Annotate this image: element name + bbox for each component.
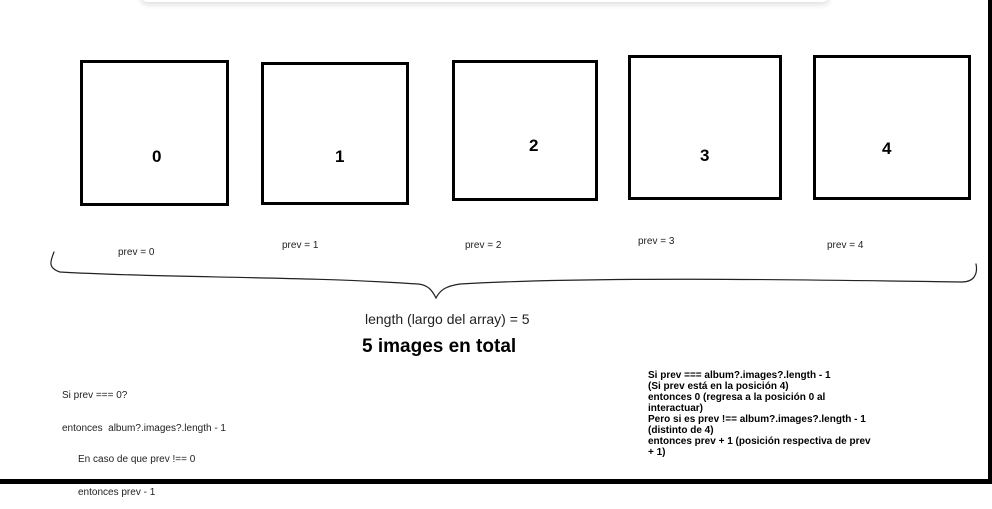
frame-right-edge — [988, 0, 992, 484]
prev-label-4: prev = 4 — [827, 240, 864, 251]
length-label: length (largo del array) = 5 — [365, 311, 530, 327]
prev-label-1: prev = 1 — [282, 240, 319, 251]
frame-bottom-edge — [0, 479, 992, 484]
note-last-line: Si prev === album?.images?.length - 1 — [648, 370, 831, 381]
note-last-line: Pero si es prev !== album?.images?.lengt… — [648, 414, 866, 425]
array-index-0: 0 — [152, 147, 162, 166]
note-last-case: Si prev === album?.images?.length - 1 (S… — [648, 370, 916, 458]
array-box-0 — [80, 60, 229, 206]
array-box-4 — [813, 55, 971, 200]
note-last-line: (Si prev está en la posición 4) — [648, 381, 789, 392]
prev-label-2: prev = 2 — [465, 240, 502, 251]
array-brace — [50, 251, 978, 300]
prev-label-3: prev = 3 — [638, 236, 675, 247]
note-first-case: Si prev === 0? entonces album?.images?.l… — [62, 368, 226, 445]
array-index-3: 3 — [700, 146, 710, 165]
top-card-edge — [140, 0, 830, 2]
note-first-line1: Si prev === 0? — [62, 390, 128, 401]
note-last-line: interactuar) — [648, 403, 704, 414]
note-else-line1: En caso de que prev !== 0 — [78, 454, 196, 465]
array-box-1 — [261, 62, 409, 205]
array-index-4: 4 — [882, 139, 892, 158]
total-label: 5 images en total — [362, 336, 517, 357]
note-last-line: + 1) — [648, 447, 666, 458]
array-index-2: 2 — [529, 136, 539, 155]
array-box-2 — [452, 60, 598, 201]
note-last-line: entonces prev + 1 (posición respectiva d… — [648, 436, 871, 447]
note-else-line2: entonces prev - 1 — [78, 487, 156, 498]
note-last-line: entonces 0 (regresa a la posición 0 al — [648, 392, 826, 403]
note-last-line: (distinto de 4) — [648, 425, 714, 436]
array-box-3 — [628, 55, 782, 200]
array-index-1: 1 — [335, 147, 345, 166]
note-else-case: En caso de que prev !== 0 entonces prev … — [78, 432, 195, 509]
note-first-line2: entonces album?.images?.length - 1 — [62, 423, 226, 434]
prev-label-0: prev = 0 — [118, 247, 155, 258]
